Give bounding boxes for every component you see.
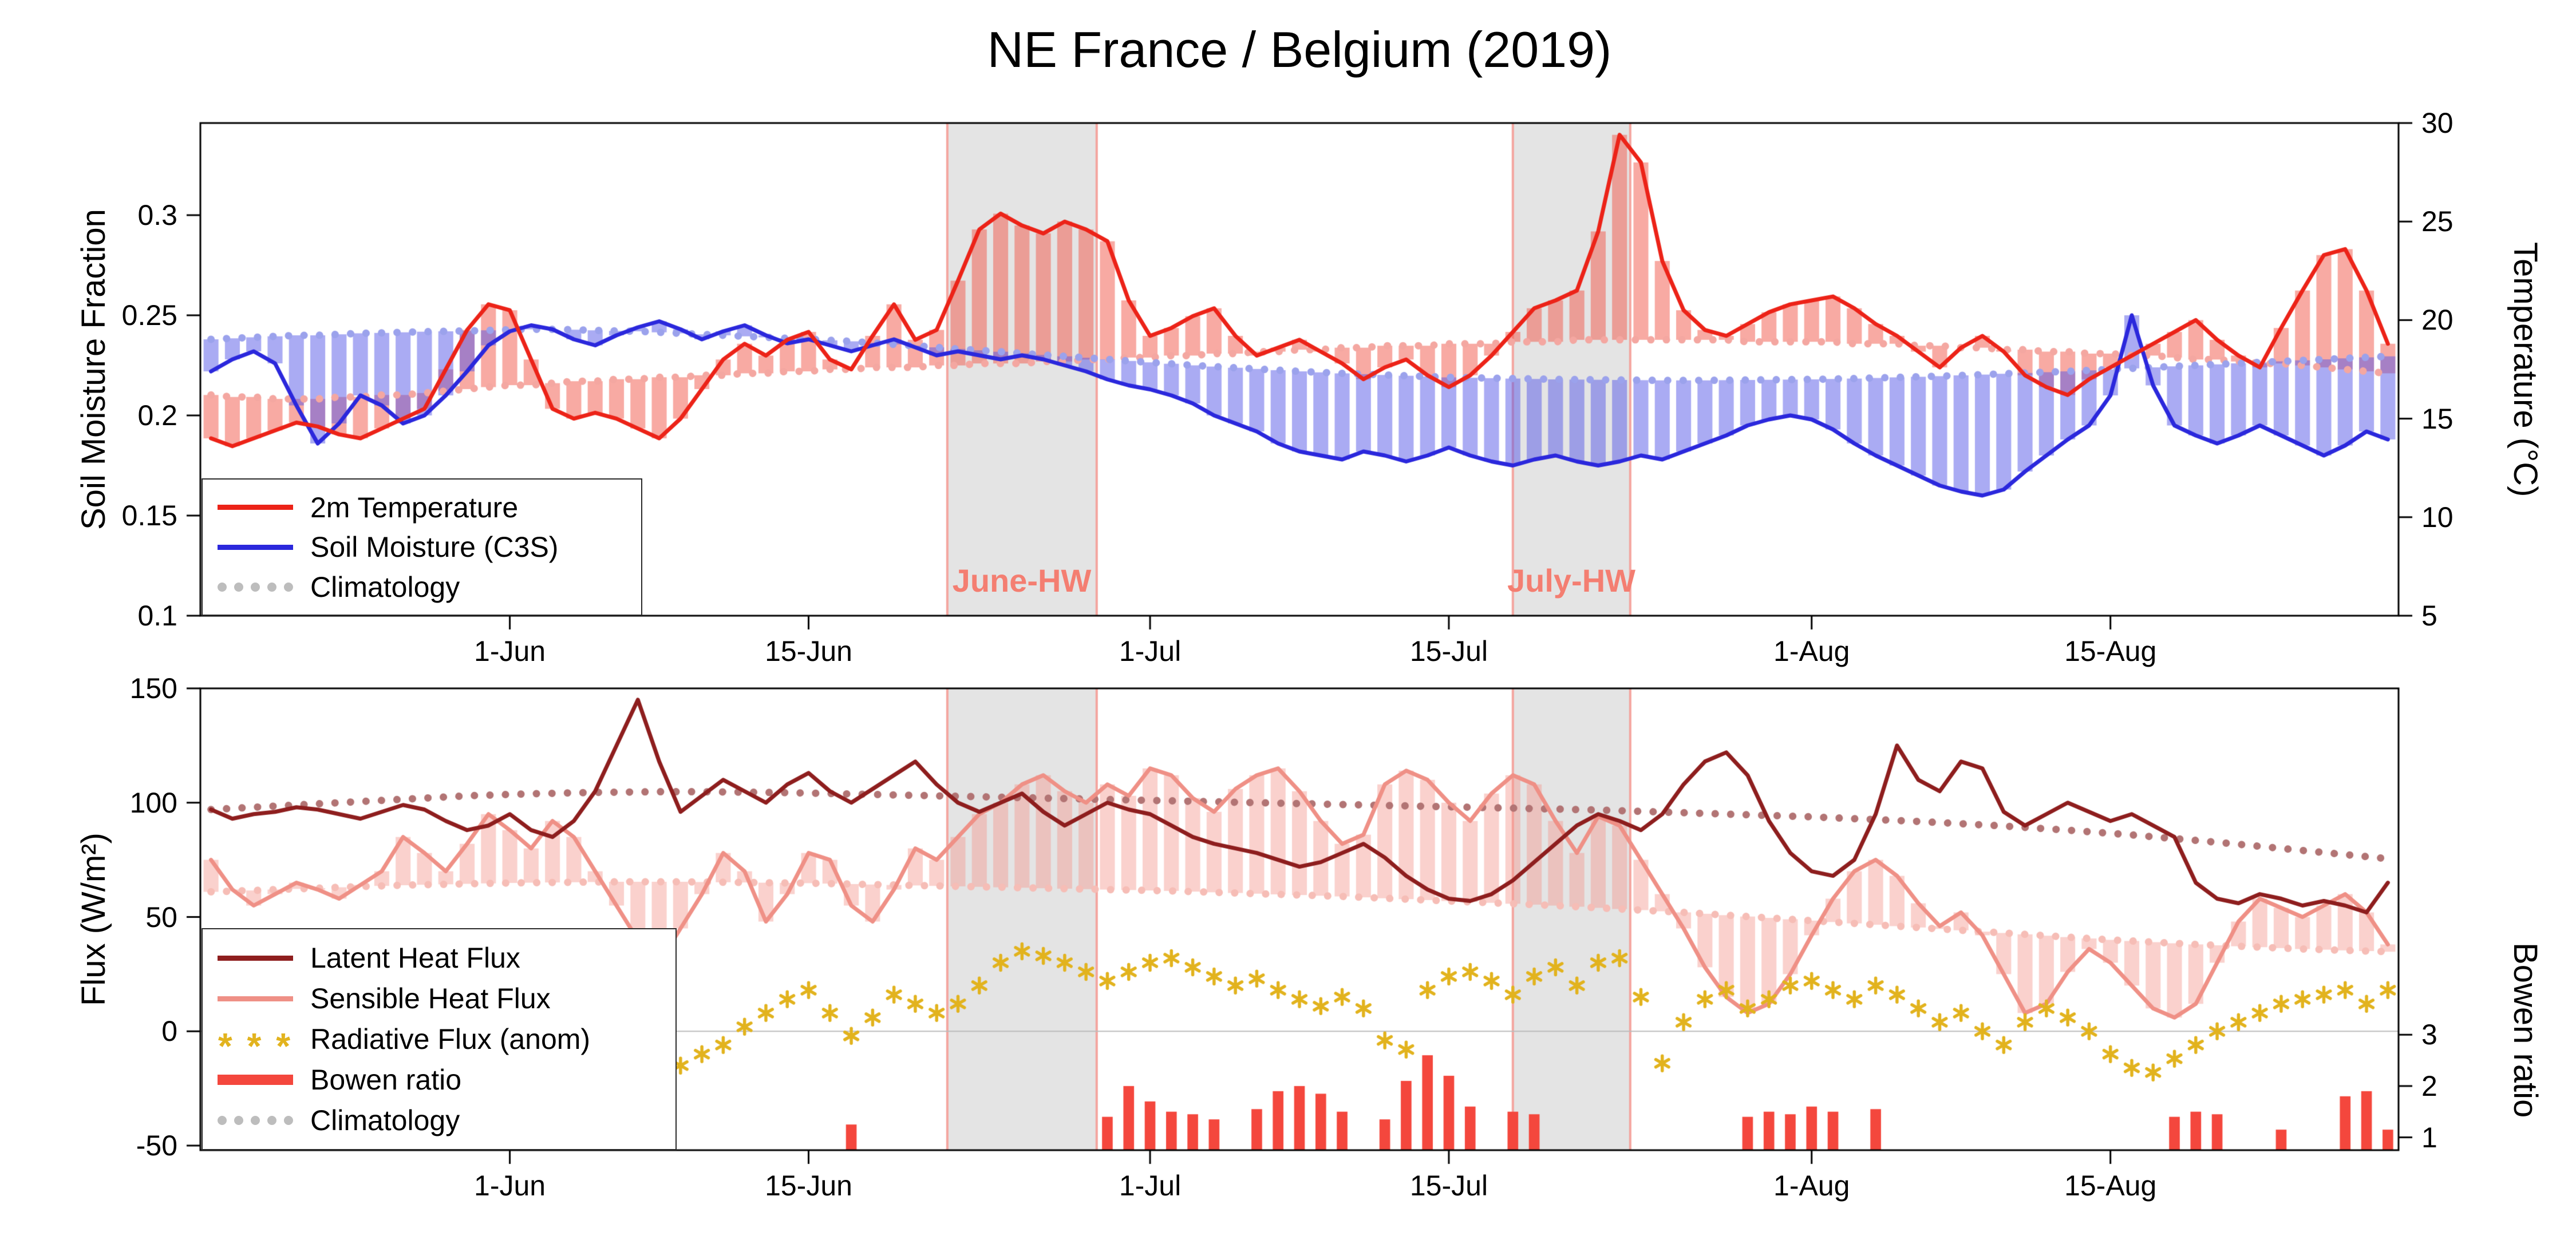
tick-label: 100 <box>129 786 177 819</box>
legend-label: Latent Heat Flux <box>310 942 520 974</box>
legend-item-radiative: * * * Radiative Flux (anom) <box>218 1023 661 1067</box>
climatology-line-sample <box>218 1116 293 1125</box>
tick-label: 0.25 <box>121 299 177 331</box>
tick-label: 30 <box>2421 107 2453 139</box>
legend-label: Radiative Flux (anom) <box>310 1023 591 1055</box>
legend-label: 2m Temperature <box>310 491 519 524</box>
tick-label: 5 <box>2421 600 2437 632</box>
tick-label: 1-Jul <box>1119 635 1182 667</box>
tick-label: 1 <box>2421 1121 2437 1154</box>
soil-moisture-line-sample <box>218 544 293 550</box>
legend-item-temperature: 2m Temperature <box>218 491 626 524</box>
tick-label: 15 <box>2421 402 2453 435</box>
tick-label: 15-Jun <box>765 1170 852 1202</box>
legend-label: Bowen ratio <box>310 1064 462 1096</box>
y-axis-label-temperature: Temperature (°C) <box>2507 241 2544 497</box>
tick-label: 50 <box>145 901 177 933</box>
tick-label: 15-Aug <box>2064 1170 2157 1202</box>
tick-label: 1-Aug <box>1773 635 1850 667</box>
tick-label: 15-Aug <box>2064 635 2157 667</box>
legend-item-latent: Latent Heat Flux <box>218 941 661 974</box>
asterisk-marker-sample: * * * <box>218 1025 293 1067</box>
tick-label: 3 <box>2421 1019 2437 1051</box>
july-heatwave-label: July-HW <box>1507 562 1635 599</box>
temperature-line-sample <box>218 505 293 510</box>
legend-label: Climatology <box>310 1104 460 1136</box>
tick-label: 0.1 <box>137 600 177 632</box>
tick-label: 1-Jun <box>474 635 546 667</box>
tick-label: 2 <box>2421 1069 2437 1102</box>
legend-item-bowen: Bowen ratio <box>218 1063 661 1096</box>
latent-line-sample <box>218 955 293 961</box>
june-heatwave-label: June-HW <box>952 562 1092 599</box>
tick-label: 0.2 <box>137 399 177 431</box>
chart-title: NE France / Belgium (2019) <box>987 21 1612 78</box>
tick-label: 25 <box>2421 205 2453 238</box>
legend-item-sensible: Sensible Heat Flux <box>218 982 661 1015</box>
tick-label: 1-Aug <box>1773 1170 1850 1202</box>
bowen-bar-sample <box>218 1075 293 1085</box>
tick-label: 1-Jul <box>1119 1170 1182 1202</box>
tick-label: 20 <box>2421 304 2453 336</box>
tick-label: 0 <box>161 1015 177 1048</box>
legend-label: Climatology <box>310 571 460 603</box>
y-axis-label-soil-moisture: Soil Moisture Fraction <box>75 209 112 530</box>
legend-item-climatology: Climatology <box>218 1104 661 1137</box>
y-axis-label-bowen-ratio: Bowen ratio <box>2507 942 2544 1118</box>
tick-label: -50 <box>136 1130 177 1162</box>
legend-item-soil-moisture: Soil Moisture (C3S) <box>218 530 626 564</box>
tick-label: 1-Jun <box>474 1170 546 1202</box>
legend-bottom: Latent Heat Flux Sensible Heat Flux * * … <box>202 928 677 1150</box>
climatology-line-sample <box>218 582 293 592</box>
sensible-line-sample <box>218 996 293 1001</box>
y-axis-label-flux: Flux (W/m²) <box>75 833 112 1006</box>
tick-label: 15-Jul <box>1409 635 1488 667</box>
tick-label: 10 <box>2421 501 2453 533</box>
legend-item-climatology: Climatology <box>218 571 626 604</box>
legend-label: Sensible Heat Flux <box>310 983 551 1015</box>
tick-label: 0.15 <box>121 500 177 532</box>
legend-label: Soil Moisture (C3S) <box>310 531 559 563</box>
tick-label: 150 <box>129 672 177 704</box>
tick-label: 15-Jul <box>1409 1170 1488 1202</box>
tick-label: 15-Jun <box>765 635 852 667</box>
tick-label: 0.3 <box>137 199 177 231</box>
legend-top: 2m Temperature Soil Moisture (C3S) Clima… <box>202 478 642 616</box>
